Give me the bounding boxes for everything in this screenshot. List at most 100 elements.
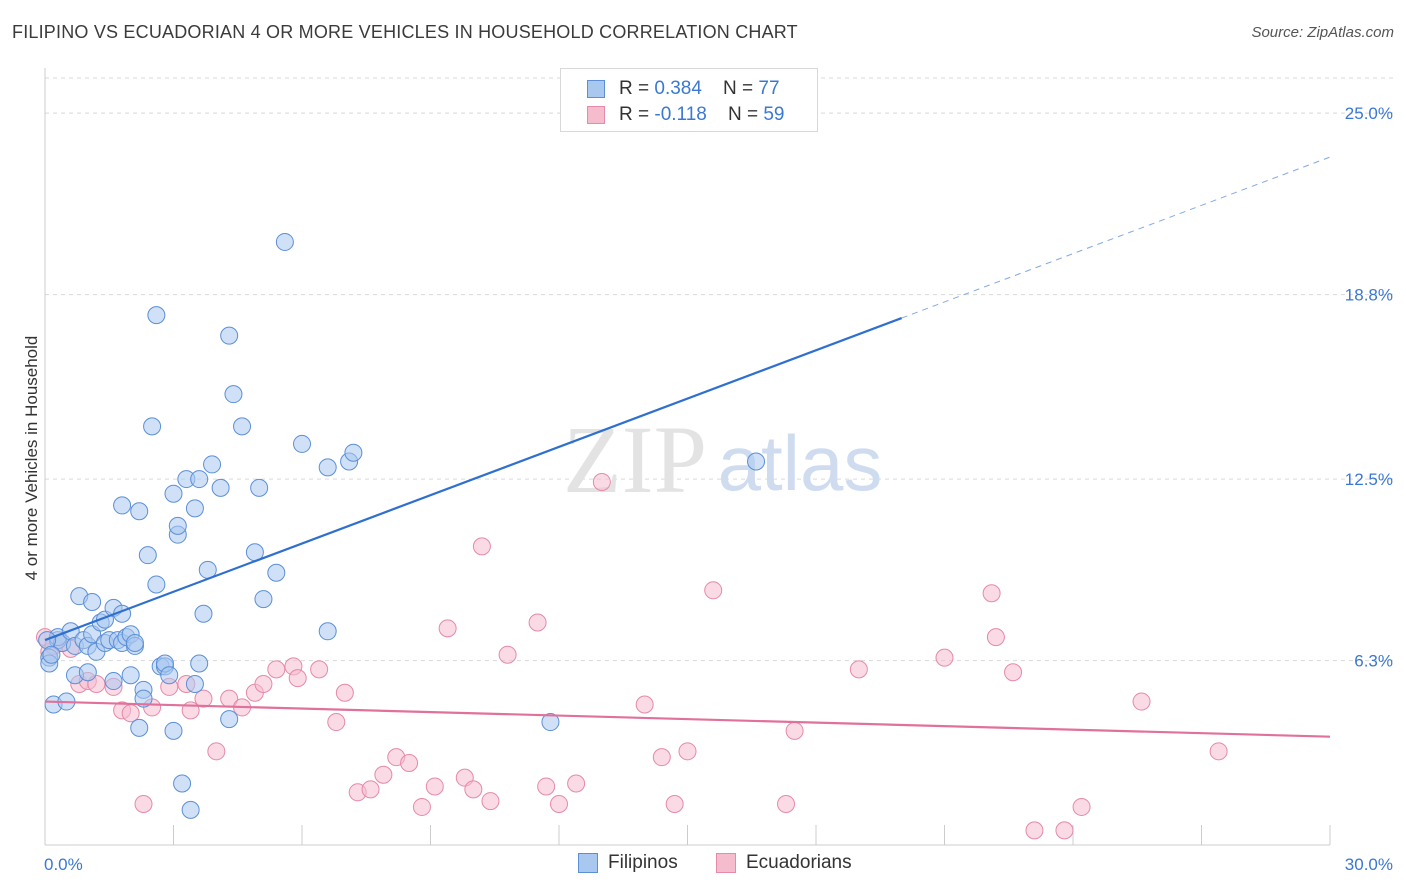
filipino-point	[318, 622, 337, 641]
ecuadorian-point	[400, 754, 419, 773]
y-tick-label: 18.8%	[1345, 286, 1393, 305]
filipino-point	[267, 563, 286, 582]
legend-r-label: R =	[619, 78, 655, 99]
ecuadorian-point	[1055, 821, 1074, 840]
bottom-legend-label-ecuadorians: Ecuadorians	[746, 852, 852, 873]
filipinos-trend-line	[44, 317, 903, 642]
filipino-point	[541, 713, 560, 732]
filipino-point	[211, 478, 230, 497]
filipino-point	[747, 452, 766, 471]
filipino-point	[143, 417, 162, 436]
watermark: ZIP atlas	[563, 406, 882, 513]
filipino-point	[224, 385, 243, 404]
legend-r-value: -0.118	[654, 104, 707, 125]
ecuadorian-point	[374, 765, 393, 784]
filipino-point	[130, 502, 149, 521]
ecuadorian-point	[361, 780, 380, 799]
filipino-point	[185, 499, 204, 518]
ecuadorian-point	[550, 795, 568, 814]
y-tick-label: 12.5%	[1345, 470, 1393, 489]
ecuadorian-point	[498, 645, 517, 664]
bottom-legend-swatch-blue	[578, 853, 598, 873]
ecuadorian-point	[652, 748, 671, 767]
ecuadorians-points	[36, 472, 1228, 840]
ecuadorian-point	[1004, 663, 1023, 682]
filipino-point	[160, 666, 179, 685]
filipino-point	[275, 232, 294, 251]
ecuadorian-point	[207, 742, 226, 761]
chart-title: FILIPINO VS ECUADORIAN 4 OR MORE VEHICLE…	[12, 22, 798, 42]
ecuadorian-point	[635, 695, 654, 714]
filipino-point	[121, 666, 140, 685]
filipino-point	[220, 710, 239, 729]
grid-lines	[45, 77, 1395, 662]
filipino-point	[344, 443, 363, 462]
ecuadorian-point	[288, 669, 307, 688]
filipino-point	[168, 516, 187, 535]
filipino-point	[173, 774, 192, 793]
filipino-point	[130, 718, 149, 737]
ecuadorian-point	[982, 584, 1001, 603]
ecuadorian-point	[1132, 692, 1151, 711]
filipino-point	[125, 634, 144, 653]
ecuadorian-point	[1209, 742, 1228, 761]
filipino-point	[113, 496, 132, 515]
filipino-point	[203, 455, 222, 474]
filipino-point	[147, 306, 166, 325]
filipino-point	[83, 593, 102, 612]
ecuadorian-point	[678, 742, 697, 761]
legend-n-value: 77	[758, 78, 780, 99]
ecuadorian-point	[481, 792, 500, 811]
ecuadorian-point	[777, 795, 796, 814]
ecuadorian-point	[194, 689, 213, 708]
ecuadorian-point	[537, 777, 556, 796]
filipino-point	[233, 417, 252, 436]
filipino-point	[134, 689, 153, 708]
filipino-point	[250, 478, 269, 497]
filipino-point	[164, 484, 183, 503]
trend-lines	[44, 156, 1331, 738]
ecuadorian-point	[935, 648, 954, 667]
ecuadorian-point	[785, 721, 804, 740]
filipino-point	[181, 800, 200, 819]
filipino-point	[220, 326, 239, 345]
filipino-point	[318, 458, 337, 477]
filipino-point	[190, 654, 209, 673]
legend-swatch-pink	[587, 106, 605, 124]
legend-swatch-blue	[587, 80, 605, 98]
ecuadorian-point	[1072, 797, 1091, 816]
ecuadorian-point	[134, 795, 153, 814]
filipino-point	[164, 721, 183, 740]
x-tick-label: 0.0%	[44, 855, 83, 874]
legend-r-label: R =	[619, 104, 655, 125]
ecuadorian-point	[310, 660, 329, 679]
axes	[44, 68, 1331, 846]
ecuadorian-point	[267, 660, 286, 679]
ecuadorian-point	[254, 674, 273, 693]
source-label: Source: ZipAtlas.com	[1251, 24, 1394, 41]
filipino-point	[254, 590, 273, 609]
filipinos-trend-extension	[901, 156, 1331, 319]
filipino-point	[147, 575, 166, 594]
ecuadorian-point	[528, 613, 547, 632]
ecuadorian-point	[327, 713, 346, 732]
legend-n-label: N =	[723, 78, 759, 99]
filipino-point	[138, 546, 157, 565]
ecuadorian-point	[592, 472, 611, 491]
ecuadorian-point	[1025, 821, 1044, 840]
ecuadorian-point	[121, 704, 140, 723]
filipino-point	[78, 663, 97, 682]
ecuadorian-point	[849, 660, 868, 679]
filipino-point	[104, 672, 123, 691]
tick-labels: 6.3% 12.5% 18.8% 25.0% 0.0% 30.0%	[44, 104, 1393, 874]
filipino-point	[190, 470, 209, 489]
filipino-point	[185, 674, 204, 693]
filipino-point	[293, 434, 311, 453]
ecuadorian-point	[412, 797, 431, 816]
ecuadorian-point	[464, 780, 483, 799]
ecuadorian-point	[567, 774, 586, 793]
bottom-legend-swatch-pink	[716, 853, 736, 873]
filipinos-points	[38, 232, 766, 819]
ecuadorians-trend-line	[44, 700, 1331, 738]
